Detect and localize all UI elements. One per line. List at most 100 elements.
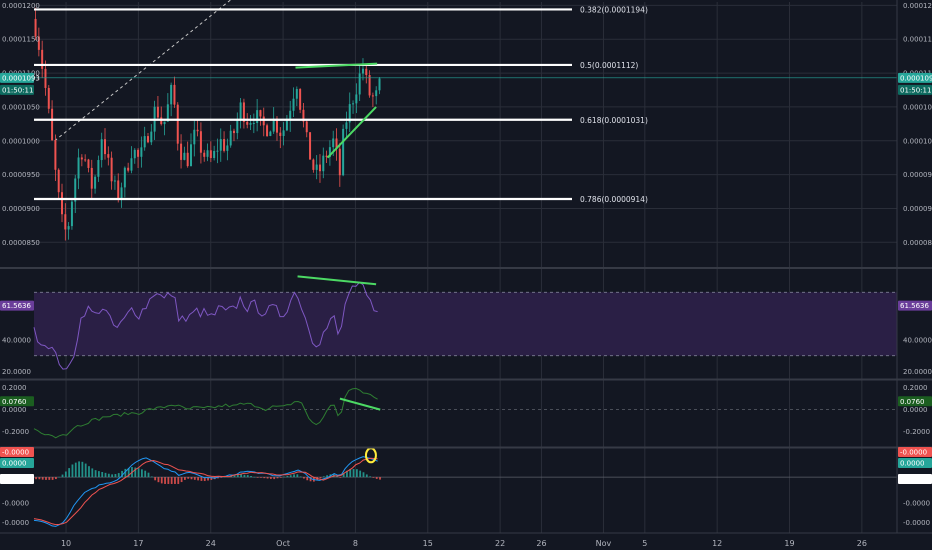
oscillator-line[interactable]: [33, 387, 378, 439]
candle[interactable]: [130, 158, 133, 171]
candle[interactable]: [104, 139, 107, 155]
candle[interactable]: [292, 98, 295, 111]
macd-histogram-bar[interactable]: [104, 472, 107, 478]
macd-histogram-bar[interactable]: [349, 469, 352, 478]
candle[interactable]: [107, 154, 110, 158]
macd-histogram-bar[interactable]: [286, 475, 289, 478]
macd-histogram-bar[interactable]: [121, 470, 123, 478]
macd-signal-line[interactable]: [33, 457, 378, 526]
macd-histogram-bar[interactable]: [200, 477, 203, 481]
macd-histogram-bar[interactable]: [223, 476, 226, 478]
candle[interactable]: [368, 75, 371, 96]
macd-histogram-bar[interactable]: [84, 463, 87, 478]
macd-histogram-bar[interactable]: [124, 468, 127, 478]
candle[interactable]: [97, 160, 100, 177]
candle[interactable]: [256, 110, 259, 123]
candle[interactable]: [51, 108, 54, 141]
candle[interactable]: [342, 128, 345, 176]
candle[interactable]: [209, 150, 212, 159]
candle[interactable]: [140, 147, 143, 157]
candle[interactable]: [90, 167, 93, 189]
macd-histogram-bar[interactable]: [101, 471, 104, 478]
candle[interactable]: [41, 49, 44, 69]
macd-histogram-bar[interactable]: [78, 461, 80, 478]
candle[interactable]: [196, 129, 199, 132]
candle[interactable]: [318, 164, 321, 172]
macd-histogram-bar[interactable]: [220, 477, 223, 478]
macd-histogram-bar[interactable]: [319, 477, 322, 479]
macd-histogram-bar[interactable]: [346, 470, 348, 478]
candle[interactable]: [80, 157, 83, 160]
candle[interactable]: [54, 140, 57, 170]
macd-histogram-bar[interactable]: [183, 477, 186, 480]
dashed-trendline[interactable]: [54, 0, 241, 142]
macd-histogram-bar[interactable]: [322, 476, 325, 478]
candle[interactable]: [199, 131, 202, 153]
candle[interactable]: [186, 152, 189, 167]
candle[interactable]: [189, 144, 192, 167]
candle[interactable]: [150, 131, 153, 143]
candle[interactable]: [322, 155, 325, 172]
macd-histogram-bar[interactable]: [134, 467, 137, 478]
candle[interactable]: [100, 139, 103, 161]
macd-histogram-bar[interactable]: [193, 477, 196, 480]
macd-histogram-bar[interactable]: [372, 477, 375, 478]
candle[interactable]: [272, 118, 275, 132]
candle[interactable]: [206, 150, 209, 157]
macd-histogram-bar[interactable]: [250, 475, 252, 478]
candle[interactable]: [203, 152, 206, 157]
candle[interactable]: [355, 94, 358, 104]
candle[interactable]: [299, 89, 302, 110]
candle[interactable]: [117, 180, 120, 199]
macd-histogram-bar[interactable]: [144, 470, 147, 478]
pane-separators[interactable]: [0, 0, 932, 534]
macd-histogram-bar[interactable]: [147, 472, 150, 478]
candle[interactable]: [67, 226, 70, 230]
candle[interactable]: [84, 159, 87, 161]
candle[interactable]: [37, 36, 40, 50]
macd-histogram-bar[interactable]: [137, 468, 140, 478]
candle[interactable]: [266, 125, 269, 137]
macd-histogram-bar[interactable]: [61, 474, 64, 478]
macd-histogram-bar[interactable]: [150, 476, 153, 478]
support-trendline[interactable]: [326, 106, 377, 159]
candle[interactable]: [77, 157, 80, 179]
candle[interactable]: [143, 136, 146, 148]
candle[interactable]: [170, 84, 173, 105]
candle[interactable]: [163, 121, 166, 125]
candle[interactable]: [338, 148, 341, 176]
time-axis[interactable]: 10 17 24 Oct 8 15 22 26 Nov 5 12 19 26: [61, 539, 867, 548]
candle[interactable]: [332, 138, 335, 148]
macd-histogram-bar[interactable]: [236, 474, 239, 478]
macd-histogram-bar[interactable]: [339, 477, 342, 478]
candle[interactable]: [242, 102, 245, 122]
candle[interactable]: [371, 95, 374, 97]
macd-histogram-bar[interactable]: [243, 474, 246, 478]
candle[interactable]: [352, 103, 355, 105]
candle[interactable]: [216, 150, 219, 152]
macd-histogram-bar[interactable]: [74, 462, 77, 478]
price-pane[interactable]: 0.382(0.0001194) 0.5(0.0001112) 0.618(0.00…: [34, 0, 897, 241]
macd-histogram-bar[interactable]: [365, 474, 368, 478]
macd-histogram-bar[interactable]: [217, 477, 219, 479]
macd-histogram-bar[interactable]: [117, 473, 120, 478]
macd-histogram-bar[interactable]: [167, 477, 170, 484]
candle[interactable]: [295, 89, 298, 99]
macd-histogram-bar[interactable]: [336, 475, 338, 478]
candle[interactable]: [183, 152, 186, 160]
candle[interactable]: [120, 187, 123, 199]
candle[interactable]: [378, 78, 381, 91]
macd-histogram-bar[interactable]: [296, 474, 299, 478]
macd-histogram-bar[interactable]: [160, 477, 163, 484]
candle[interactable]: [176, 104, 179, 144]
macd-line[interactable]: [33, 456, 378, 527]
macd-histogram-bar[interactable]: [375, 477, 378, 479]
candle[interactable]: [282, 130, 285, 136]
macd-histogram-bar[interactable]: [233, 475, 236, 478]
candle[interactable]: [259, 110, 262, 117]
macd-histogram-bar[interactable]: [379, 477, 381, 480]
macd-histogram-bar[interactable]: [279, 477, 282, 478]
macd-histogram-bar[interactable]: [326, 475, 329, 478]
candle[interactable]: [335, 138, 338, 149]
